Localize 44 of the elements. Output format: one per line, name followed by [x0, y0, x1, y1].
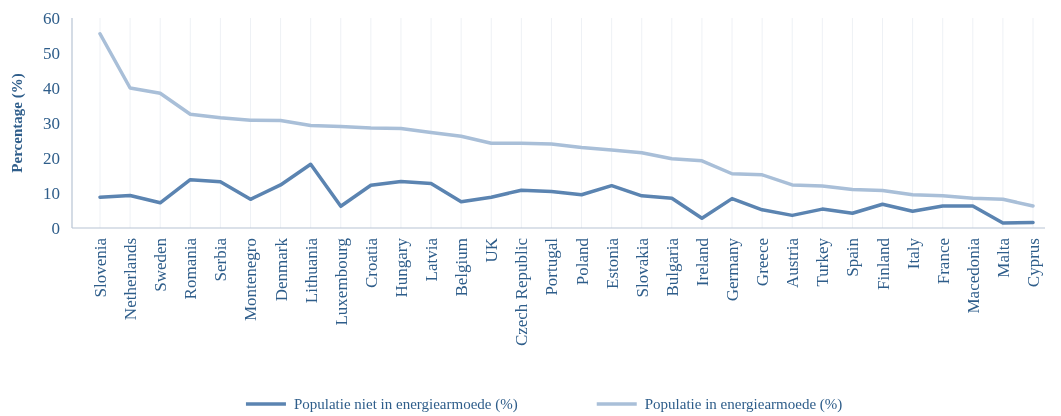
x-tick-label: Denmark [271, 237, 291, 302]
x-tick-label: Bulgaria [662, 237, 682, 297]
x-tick-label: Spain [843, 237, 863, 277]
x-tick-label: Austria [783, 237, 803, 289]
x-tick-label: Netherlands [121, 238, 141, 321]
x-tick-label: Malta [993, 237, 1013, 278]
x-tick-label: UK [482, 237, 502, 263]
x-tick-label: Lithuania [301, 237, 321, 304]
legend-label: Populatie in energiearmoede (%) [644, 396, 843, 414]
x-tick-label: Serbia [211, 237, 231, 282]
x-tick-label: Luxembourg [331, 237, 351, 326]
y-tick-label: 0 [51, 218, 60, 238]
x-tick-label: Latvia [422, 237, 442, 282]
x-tick-label: Slovenia [91, 237, 110, 298]
x-tick-label: Portugal [542, 237, 562, 296]
y-axis-title: Percentage (%) [9, 73, 26, 173]
x-tick-label: Turkey [813, 237, 833, 287]
y-tick-label: 30 [43, 113, 60, 133]
y-tick-label: 10 [43, 183, 60, 203]
x-tick-label: Hungary [391, 237, 411, 298]
x-tick-label: Slovakia [632, 237, 652, 298]
x-tick-label: Estonia [602, 237, 622, 289]
x-tick-label: Greece [753, 238, 773, 287]
line-series [98, 32, 1035, 208]
x-tick-label: Italy [903, 237, 923, 270]
y-tick-label: 20 [43, 148, 60, 168]
x-tick-label: Sweden [151, 237, 171, 292]
x-tick-label: Macedonia [963, 237, 983, 314]
x-tick-label: Montenegro [241, 238, 261, 322]
x-tick-label: Poland [572, 237, 592, 286]
legend-label: Populatie niet in energiearmoede (%) [293, 396, 518, 414]
x-tick-label: France [933, 238, 953, 285]
x-tick-label: Belgium [452, 238, 472, 297]
x-tick-label: Germany [723, 237, 743, 302]
x-tick-label: Croatia [361, 237, 381, 289]
x-tick-label: Romania [181, 237, 201, 300]
x-tick-label: Czech Republic [512, 237, 532, 347]
y-tick-label: 40 [43, 78, 60, 98]
x-tick-label: Cyprus [1024, 238, 1043, 288]
line-series [98, 162, 1035, 225]
x-tick-label: Finland [873, 237, 893, 290]
y-tick-label: 60 [43, 8, 60, 28]
x-tick-label: Ireland [692, 237, 712, 287]
y-tick-label: 50 [43, 43, 60, 63]
